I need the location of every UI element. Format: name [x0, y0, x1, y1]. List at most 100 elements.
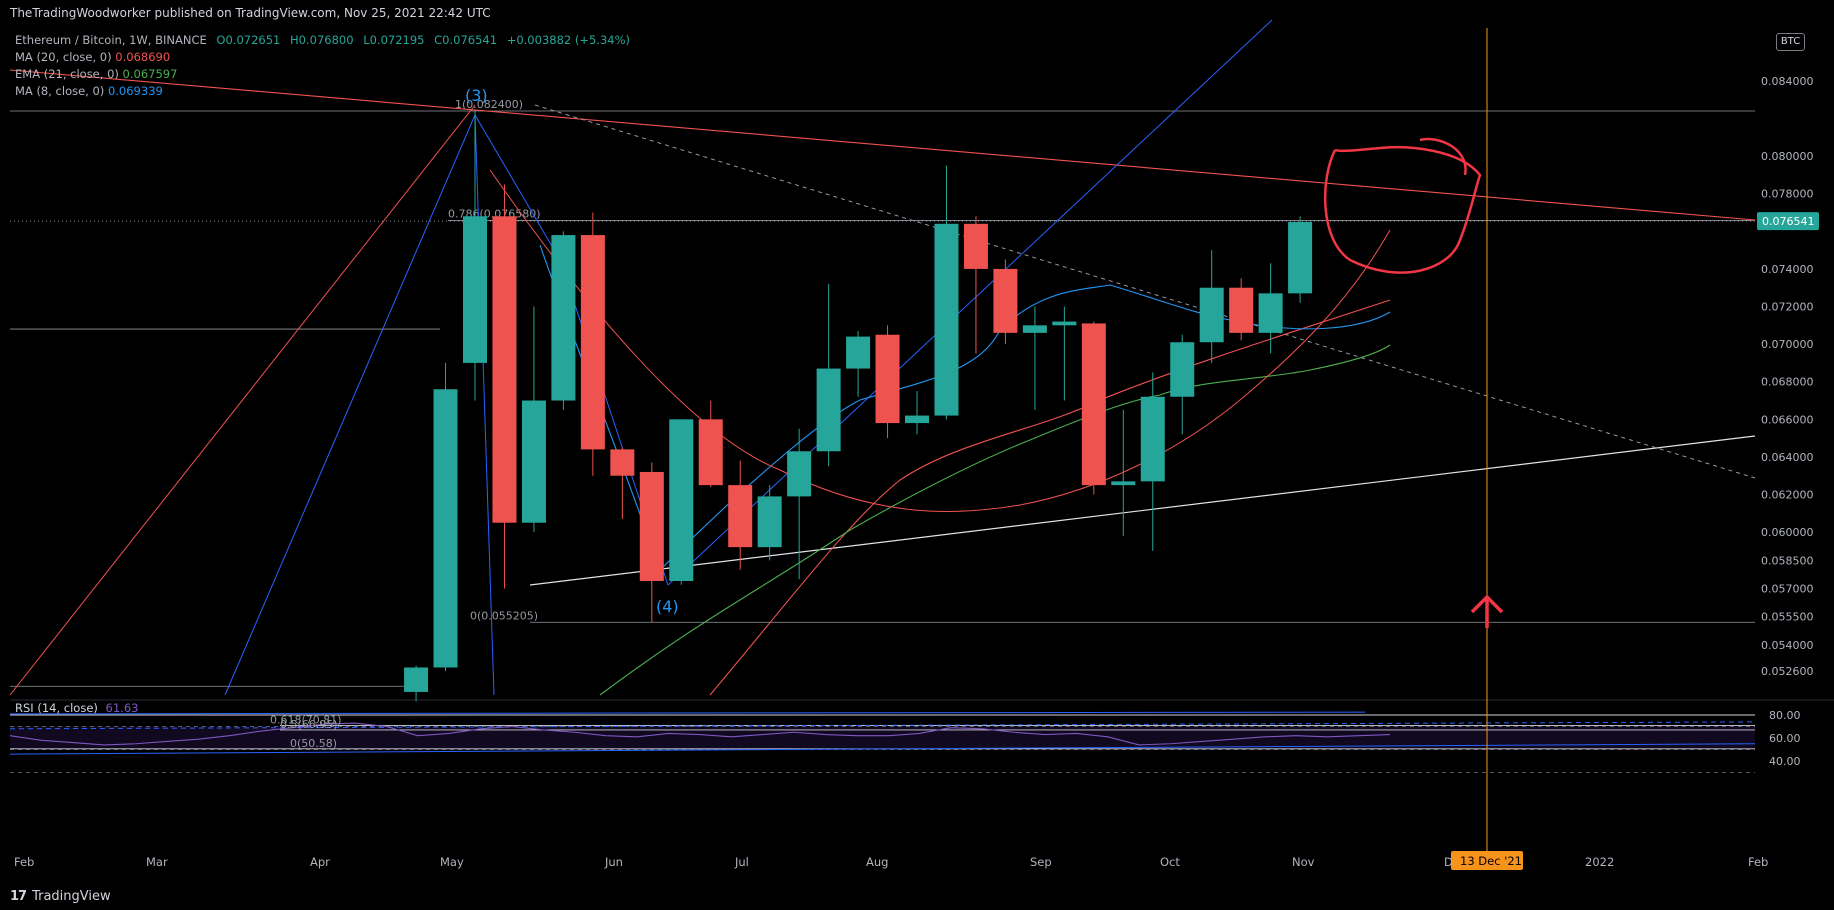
rsi-value: 61.63: [105, 701, 139, 715]
ma8-line: [539, 244, 1391, 572]
price-tick-label: 0.072000: [1761, 301, 1814, 314]
price-tick-label: 0.057000: [1761, 583, 1814, 596]
price-tick-label: 0.066000: [1761, 413, 1814, 426]
candle-body: [1022, 325, 1047, 333]
candle-body: [1052, 321, 1077, 326]
time-axis: Feb Mar Apr May Jun Jul Aug Sep Oct Nov 2022 Feb D: [14, 855, 1768, 869]
time-tick-label: Aug: [866, 855, 888, 869]
candle-body: [816, 368, 841, 452]
candle-body: [698, 419, 723, 486]
candle-body: [639, 471, 664, 581]
candle-body: [728, 485, 753, 548]
price-tick-label: 0.068000: [1761, 376, 1814, 389]
time-tick-label: Feb: [1748, 855, 1768, 869]
time-tick-label: Nov: [1292, 855, 1315, 869]
publish-header: TheTradingWoodworker published on Tradin…: [0, 0, 1834, 27]
fib-label: 0(0.055205): [470, 609, 538, 622]
ma20-label: MA (20, close, 0): [15, 50, 112, 64]
rsi-label: RSI (14, close): [15, 701, 98, 715]
ema21-value: 0.067597: [122, 67, 178, 81]
annotations: 13 Dec '21: [1323, 28, 1523, 870]
wave-label: (4): [656, 597, 679, 616]
price-tick-label: 0.080000: [1761, 150, 1814, 163]
rsi-trendline-high: [9, 721, 1756, 730]
helper-none: [494, 585, 668, 695]
rsi-band: [10, 726, 1755, 750]
price-tick-label: 0.078000: [1761, 188, 1814, 201]
price-tick-label: 0.055500: [1761, 611, 1814, 624]
time-tick-label: Apr: [310, 855, 330, 869]
candle-body: [521, 400, 546, 523]
tradingview-logo-icon: 17: [10, 888, 27, 904]
candle-body: [875, 334, 900, 424]
candle-body: [580, 235, 605, 450]
time-tick-label: D: [1444, 855, 1453, 869]
wave-label: (3): [465, 86, 488, 105]
fib-label: 1(0.082400): [455, 98, 523, 111]
elliott-zigzag: [474, 114, 669, 696]
ohlc-high: H0.076800: [290, 33, 354, 47]
price-tick-label: 0.070000: [1761, 338, 1814, 351]
highlight-circle: [1323, 137, 1482, 274]
date-marker-tag: [1451, 851, 1523, 870]
rsi-trendline-low: [9, 743, 1756, 755]
candle-body: [492, 216, 517, 523]
legend-symbol-row: Ethereum / Bitcoin, 1W, BINANCE O0.07265…: [15, 32, 630, 49]
rsi-fib-label: 0(50.58): [290, 737, 337, 750]
candle-body: [1199, 287, 1224, 343]
candle-body: [433, 389, 458, 668]
rsi-line: [9, 722, 1391, 746]
resistance-trendline: [9, 69, 1756, 221]
red-ray: [9, 104, 476, 696]
rsi-tick-label: 40.00: [1769, 755, 1801, 768]
candle-body: [934, 223, 959, 416]
ohlc-open: O0.072651: [216, 33, 281, 47]
candle-body: [846, 336, 871, 369]
support-trendline: [529, 435, 1756, 586]
indicator-lines: [489, 169, 1391, 696]
blue-ray-left: [224, 114, 476, 696]
price-tick-label: 0.064000: [1761, 451, 1814, 464]
candle-body: [1229, 287, 1254, 333]
candle-body: [787, 451, 812, 497]
legend-ma20-row[interactable]: MA (20, close, 0) 0.068690: [15, 49, 630, 66]
ohlc-low: L0.072195: [363, 33, 425, 47]
candle-body: [1258, 293, 1283, 333]
candles: [404, 111, 1313, 702]
candle-body: [610, 449, 635, 476]
price-tick-label: 0.052600: [1761, 665, 1814, 678]
footer-bar: 17 TradingView: [0, 882, 1834, 910]
rsi-tick-label: 60.00: [1769, 732, 1801, 745]
candle-body: [1111, 481, 1136, 486]
rsi-fib-label: 0.618(70.81): [270, 714, 342, 727]
ohlc-change: +0.003882 (+5.34%): [506, 33, 631, 47]
rsi-tick-label: 80.00: [1769, 709, 1801, 722]
rsi-pane: 0.618(70.81)0.5(66.95) 0(50.58) 80.00 60.00…: [9, 699, 1834, 773]
rsi-legend[interactable]: RSI (14, close) 61.63: [15, 701, 138, 715]
legend-ema21-row[interactable]: EMA (21, close, 0) 0.067597: [15, 66, 630, 83]
price-axis: 0.084000 0.080000 0.078000 0.074000 0.072000…: [10, 75, 1819, 678]
candle-body: [1288, 221, 1313, 294]
time-tick-label: Feb: [14, 855, 34, 869]
candle-body: [669, 419, 694, 581]
candle-body: [993, 268, 1018, 333]
time-tick-label: May: [440, 855, 464, 869]
time-tick-label: 2022: [1585, 855, 1614, 869]
time-tick-label: Jul: [734, 855, 749, 869]
price-tick-label: 0.062000: [1761, 489, 1814, 502]
up-arrow-icon: [1470, 594, 1504, 628]
price-tick-label: 0.058500: [1761, 554, 1814, 567]
currency-tag[interactable]: BTC: [1776, 33, 1805, 51]
ma8-value: 0.069339: [107, 84, 163, 98]
candle-body: [905, 415, 930, 424]
price-tick-label: 0.054000: [1761, 639, 1814, 652]
candle-body: [463, 216, 487, 363]
ema-curve: [489, 169, 1391, 513]
legend-ma8-row[interactable]: MA (8, close, 0) 0.069339: [15, 83, 630, 100]
candle-body: [404, 667, 429, 692]
candle-body: [963, 223, 988, 269]
symbol-label[interactable]: Ethereum / Bitcoin, 1W, BINANCE: [15, 33, 207, 47]
ma20-line: [709, 299, 1391, 696]
candle-body: [551, 235, 576, 401]
